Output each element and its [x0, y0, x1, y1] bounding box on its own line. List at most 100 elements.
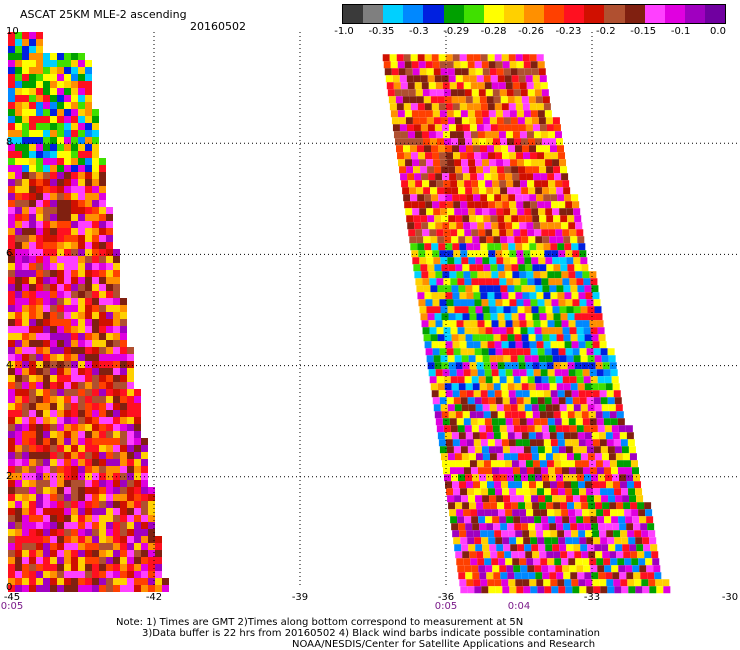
wind-cell [603, 558, 611, 566]
wind-cell [445, 243, 453, 251]
wind-cell [113, 375, 120, 382]
wind-cell [99, 242, 106, 249]
wind-cell [453, 152, 461, 160]
wind-cell [453, 110, 461, 118]
wind-cell [441, 362, 449, 370]
wind-cell [590, 327, 598, 335]
wind-cell [460, 348, 468, 356]
wind-cell [99, 515, 106, 522]
wind-cell [99, 424, 106, 431]
wind-cell [502, 201, 510, 209]
wind-cell [503, 453, 511, 461]
wind-cell [586, 299, 594, 307]
wind-cell [64, 431, 71, 438]
wind-cell [50, 228, 57, 235]
wind-cell [453, 201, 461, 209]
wind-cell [450, 327, 458, 335]
wind-cell [43, 158, 50, 165]
wind-cell [99, 403, 106, 410]
wind-cell [64, 375, 71, 382]
wind-cell [43, 235, 50, 242]
wind-cell [78, 214, 85, 221]
wind-cell [113, 403, 120, 410]
wind-cell [43, 522, 50, 529]
wind-cell [29, 53, 36, 60]
wind-cell [580, 495, 588, 503]
wind-cell [511, 551, 519, 559]
wind-cell [50, 571, 57, 578]
wind-cell [148, 550, 155, 557]
wind-cell [29, 186, 36, 193]
wind-cell [545, 306, 553, 314]
wind-cell [423, 187, 431, 195]
wind-cell [576, 229, 584, 237]
wind-cell [542, 187, 550, 195]
wind-cell [526, 82, 534, 90]
wind-cell [498, 131, 506, 139]
wind-cell [446, 201, 454, 209]
wind-cell [433, 159, 441, 167]
wind-cell [447, 208, 455, 216]
wind-cell [99, 333, 106, 340]
wind-cell [488, 446, 496, 454]
wind-cell [85, 109, 92, 116]
wind-cell [624, 509, 632, 517]
wind-cell [141, 557, 148, 564]
wind-cell [608, 404, 616, 412]
wind-cell [439, 299, 447, 307]
wind-cell [482, 208, 490, 216]
wind-cell [593, 348, 601, 356]
wind-cell [559, 544, 567, 552]
wind-cell [492, 376, 500, 384]
wind-cell [396, 54, 404, 62]
wind-cell [595, 362, 603, 370]
wind-cell [419, 208, 427, 216]
wind-cell [485, 565, 493, 573]
wind-cell [57, 487, 64, 494]
wind-cell [575, 558, 583, 566]
wind-cell [36, 235, 43, 242]
wind-cell [454, 159, 462, 167]
wind-cell [8, 501, 15, 508]
wind-cell [22, 389, 29, 396]
wind-cell [445, 341, 453, 349]
wind-cell [99, 494, 106, 501]
wind-cell [573, 495, 581, 503]
wind-cell [29, 375, 36, 382]
wind-cell [22, 193, 29, 200]
wind-cell [585, 292, 593, 300]
wind-cell [535, 383, 543, 391]
wind-cell [22, 487, 29, 494]
wind-cell [481, 201, 489, 209]
wind-cell [480, 103, 488, 111]
wind-cell [71, 263, 78, 270]
wind-cell [120, 522, 127, 529]
wind-cell [506, 565, 514, 573]
wind-cell [493, 572, 501, 580]
wind-cell [596, 320, 604, 328]
wind-cell [120, 382, 127, 389]
wind-cell [544, 488, 552, 496]
wind-cell [57, 151, 64, 158]
wind-cell [512, 131, 520, 139]
wind-cell [495, 250, 503, 258]
wind-cell [446, 348, 454, 356]
wind-cell [134, 424, 141, 431]
wind-cell [43, 333, 50, 340]
wind-cell [555, 327, 563, 335]
wind-cell [134, 480, 141, 487]
wind-cell [497, 264, 505, 272]
wind-cell [15, 445, 22, 452]
wind-cell [546, 124, 554, 132]
wind-cell [531, 355, 539, 363]
wind-cell [438, 439, 446, 447]
wind-cell [559, 208, 567, 216]
wind-cell [523, 586, 531, 594]
wind-cell [562, 425, 570, 433]
wind-cell [541, 180, 549, 188]
color-scale-label: 0.0 [710, 26, 726, 37]
wind-cell [36, 340, 43, 347]
wind-cell [92, 291, 99, 298]
wind-cell [449, 222, 457, 230]
wind-cell [15, 74, 22, 81]
